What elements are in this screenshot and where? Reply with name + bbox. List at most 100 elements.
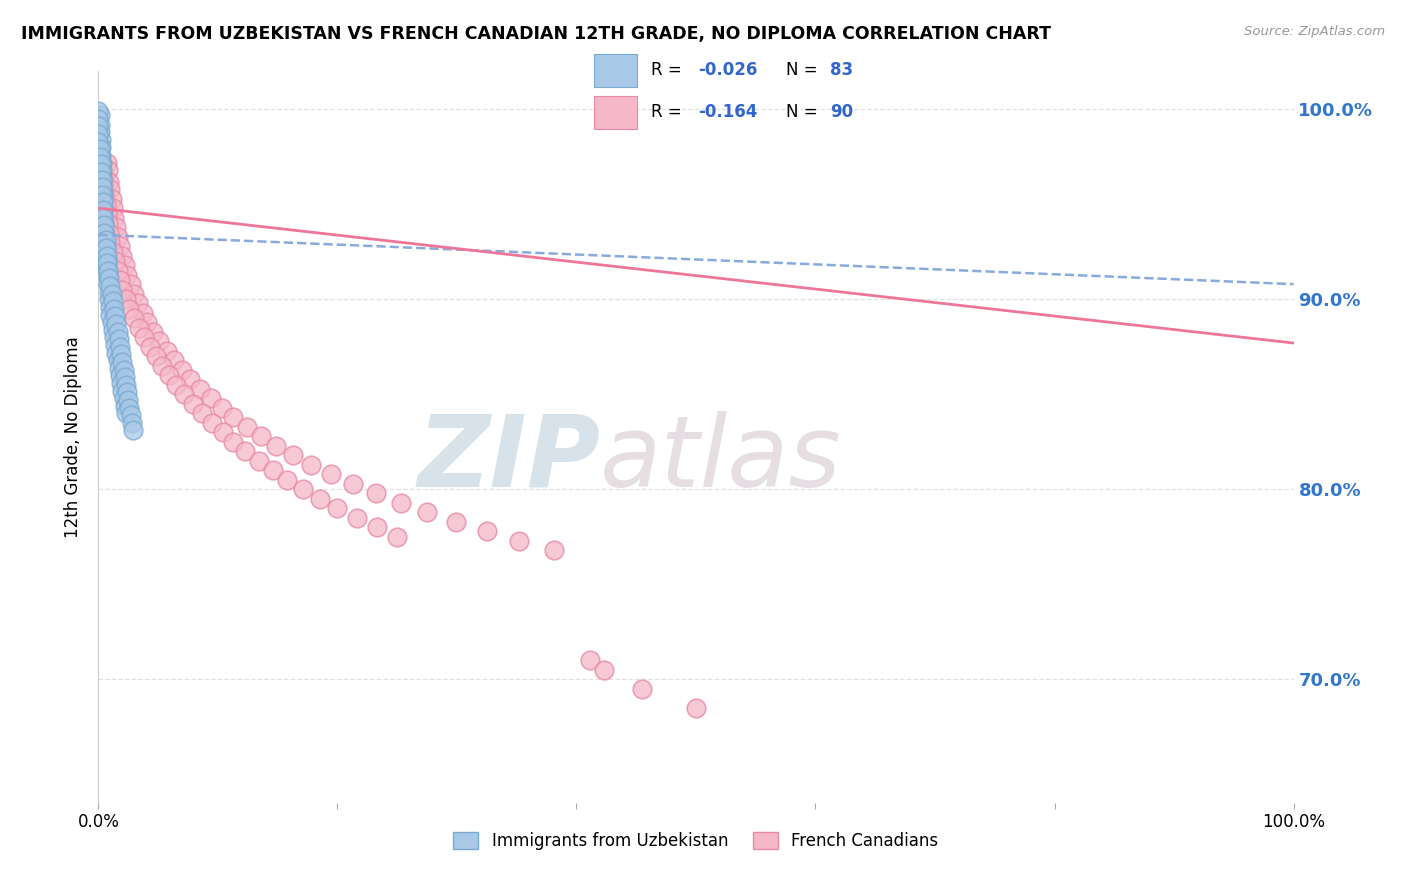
Point <box>416 505 439 519</box>
Point <box>136 315 159 329</box>
Point <box>101 323 124 337</box>
Point <box>98 285 121 299</box>
Point <box>87 135 110 149</box>
Point <box>107 332 129 346</box>
Point <box>93 231 115 245</box>
Point <box>120 277 142 292</box>
Point <box>91 201 114 215</box>
Point <box>94 246 117 260</box>
Point <box>89 118 111 132</box>
Point <box>98 175 121 189</box>
Point <box>235 419 257 434</box>
Point <box>91 163 114 178</box>
Legend: Immigrants from Uzbekistan, French Canadians: Immigrants from Uzbekistan, French Canad… <box>447 825 945 856</box>
Point <box>91 169 114 183</box>
Point <box>90 157 112 171</box>
Point <box>96 249 118 263</box>
Point <box>172 362 194 376</box>
Point <box>91 170 114 185</box>
Point <box>93 219 115 233</box>
Point <box>475 524 498 538</box>
Point <box>89 108 111 122</box>
Point <box>266 439 288 453</box>
Point <box>111 249 134 263</box>
Text: N =: N = <box>786 103 823 121</box>
Point <box>91 186 114 200</box>
Point <box>366 520 388 534</box>
Point <box>94 241 117 255</box>
Point <box>91 202 114 217</box>
Point <box>122 424 145 438</box>
Point <box>127 296 149 310</box>
Point <box>115 293 138 307</box>
Point <box>247 454 270 468</box>
Point <box>96 256 118 270</box>
Point <box>139 340 162 354</box>
Point <box>112 362 135 376</box>
Point <box>364 486 387 500</box>
Point <box>105 345 128 359</box>
Point <box>121 416 143 430</box>
Point <box>179 372 201 386</box>
Point <box>262 463 284 477</box>
Point <box>98 226 121 240</box>
Point <box>593 663 616 677</box>
Point <box>96 207 118 221</box>
Point <box>685 701 707 715</box>
Point <box>173 387 195 401</box>
Point <box>93 169 115 183</box>
Point <box>150 359 173 373</box>
Point <box>97 277 120 292</box>
Point <box>91 187 114 202</box>
Point <box>342 476 364 491</box>
Point <box>276 473 298 487</box>
Point <box>118 401 141 415</box>
Point <box>97 163 120 178</box>
Point <box>98 182 122 196</box>
Point <box>118 301 141 316</box>
Point <box>98 293 121 307</box>
Point <box>93 224 115 238</box>
Point <box>101 294 124 309</box>
Text: ZIP: ZIP <box>418 410 600 508</box>
Point <box>94 239 117 253</box>
Point <box>94 197 117 211</box>
Point <box>107 264 129 278</box>
Point <box>101 244 124 259</box>
Point <box>105 317 128 331</box>
Text: N =: N = <box>786 61 823 78</box>
Point <box>103 330 125 344</box>
Point <box>111 355 134 369</box>
Point <box>299 458 322 472</box>
Text: -0.026: -0.026 <box>699 61 758 78</box>
Point <box>578 653 600 667</box>
Point <box>91 172 114 186</box>
Point <box>308 491 330 506</box>
Point <box>98 271 121 285</box>
Point <box>97 264 120 278</box>
Point <box>115 385 138 400</box>
Point <box>90 165 112 179</box>
Point <box>631 681 654 696</box>
Text: atlas: atlas <box>600 410 842 508</box>
Point <box>90 133 112 147</box>
Point <box>114 258 136 272</box>
Point <box>96 155 118 169</box>
Text: 83: 83 <box>830 61 853 78</box>
Point <box>93 216 115 230</box>
Point <box>98 279 122 293</box>
Point <box>115 377 138 392</box>
Point <box>103 211 125 225</box>
Point <box>543 543 565 558</box>
Point <box>124 286 146 301</box>
Point <box>90 159 112 173</box>
Point <box>107 360 129 375</box>
Point <box>105 220 128 235</box>
Point <box>346 511 368 525</box>
Point <box>211 425 233 440</box>
Point <box>87 127 110 141</box>
Point <box>163 353 186 368</box>
Point <box>107 229 129 244</box>
Point <box>91 194 114 208</box>
Point <box>165 377 187 392</box>
